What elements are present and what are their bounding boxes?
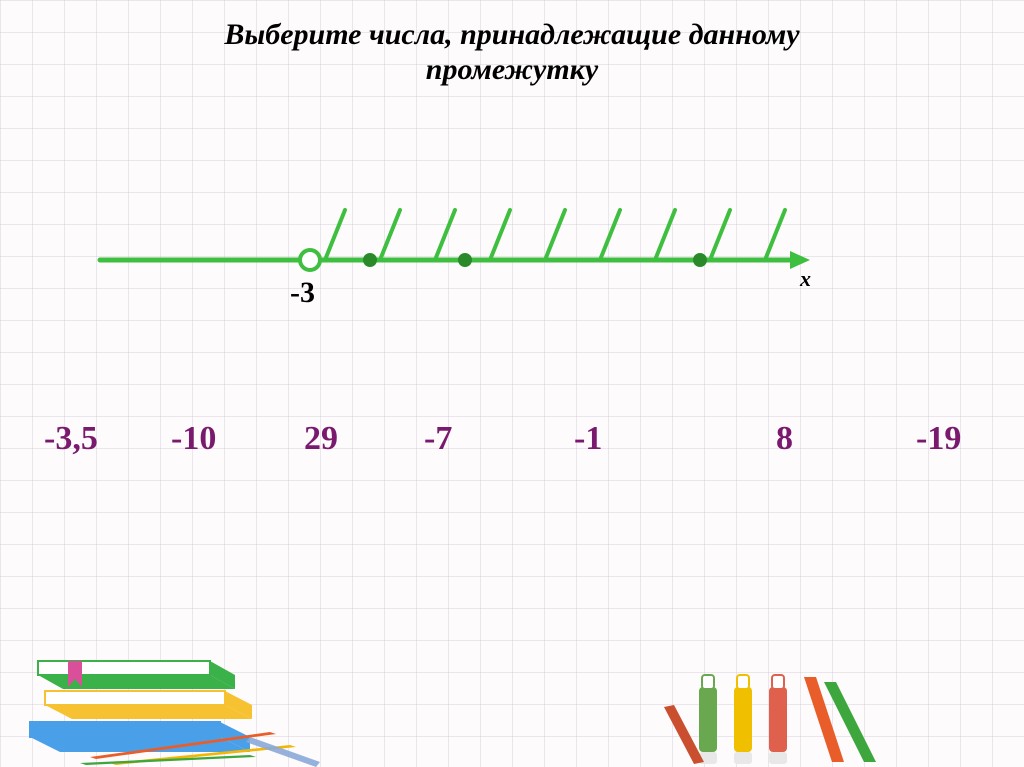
axis-x-label: x	[800, 266, 811, 292]
endpoint-label: -3	[290, 276, 315, 310]
pens-decoration	[644, 627, 904, 767]
answer-options: -3,5 -10 29 -7 -1 8 -19	[0, 420, 1024, 468]
option-number[interactable]: -1	[568, 420, 608, 458]
option-number[interactable]: -19	[910, 420, 967, 458]
numberline: x -3	[100, 200, 820, 320]
slide-root: Выберите числа, принадлежащие данномупро…	[0, 0, 1024, 767]
option-number[interactable]: -3,5	[38, 420, 104, 458]
books-decoration	[20, 587, 320, 767]
title-line2: промежутку	[426, 53, 598, 86]
option-number[interactable]: 29	[298, 420, 344, 458]
page-title: Выберите числа, принадлежащие данномупро…	[0, 18, 1024, 87]
option-number[interactable]: -7	[418, 420, 458, 458]
numberline-svg	[100, 200, 820, 320]
option-number[interactable]: -10	[165, 420, 222, 458]
option-number[interactable]: 8	[770, 420, 799, 458]
title-line1: Выберите числа, принадлежащие данному	[224, 18, 799, 51]
